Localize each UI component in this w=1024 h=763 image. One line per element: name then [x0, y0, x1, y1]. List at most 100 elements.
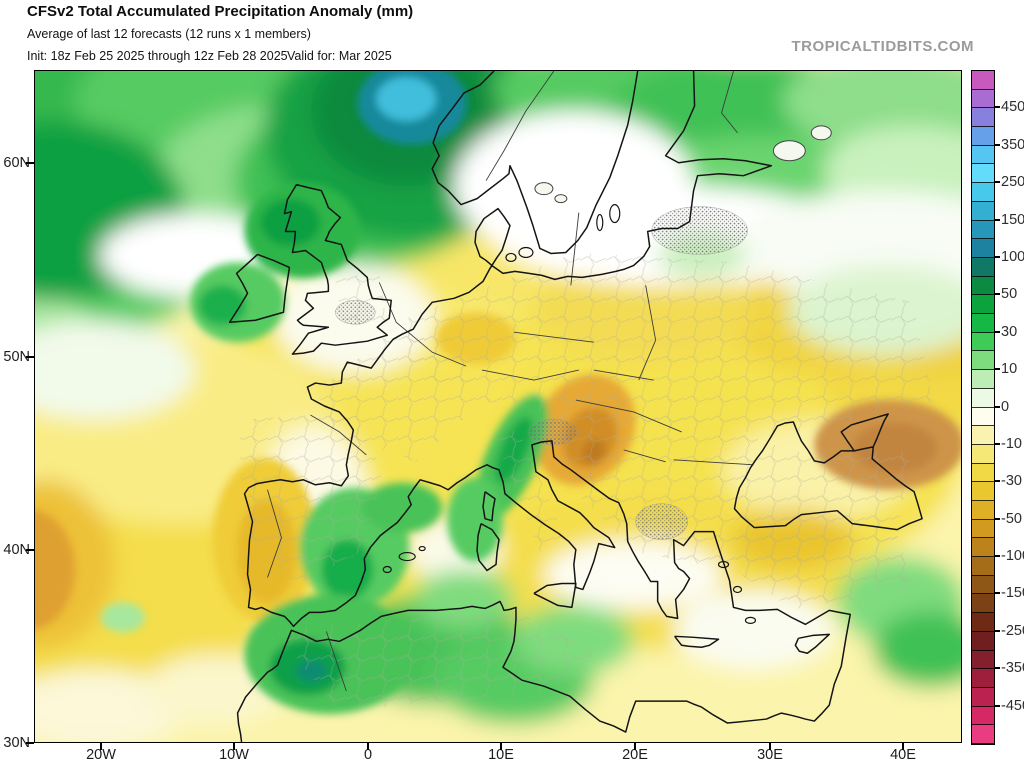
colorbar-cell — [972, 221, 994, 239]
colorbar-cell — [972, 651, 994, 669]
lake-outline — [534, 182, 554, 196]
border-path — [570, 212, 580, 286]
latitude-label: 40N — [3, 542, 30, 558]
border-path — [593, 369, 654, 381]
lake-outline — [810, 125, 832, 141]
colorbar-tick — [994, 181, 1000, 184]
border-path — [325, 631, 347, 692]
colorbar-cell — [972, 277, 994, 295]
anomaly-blob — [198, 285, 247, 326]
stipple-patch — [528, 418, 578, 446]
colorbar-cell — [972, 426, 994, 445]
lake-outline — [554, 194, 568, 204]
latitude-label: 60N — [3, 155, 30, 171]
colorbar-tick — [994, 592, 1000, 595]
colorbar-cell — [972, 707, 994, 725]
colorbar-cell — [972, 520, 994, 538]
admin-texture-patch — [276, 611, 596, 712]
border-path — [378, 282, 467, 367]
island-outline — [382, 565, 392, 574]
longitude-tick — [500, 743, 502, 750]
colorbar-cell — [972, 127, 994, 146]
colorbar-value-label: 10 — [1001, 361, 1018, 378]
colorbar-tick — [994, 106, 1000, 109]
anomaly-blob — [362, 482, 443, 533]
lakes — [534, 125, 832, 204]
anomaly-blob — [35, 510, 75, 629]
stipple-patch — [635, 503, 688, 540]
border-path — [485, 71, 555, 181]
admin-texture-patch — [733, 519, 914, 610]
colorbar-tick — [994, 555, 1000, 558]
colorbar-cell — [972, 314, 994, 333]
latitude-tick — [26, 356, 34, 358]
colorbar-value-label: 350 — [1001, 136, 1024, 153]
colorbar-cell — [972, 725, 994, 744]
border-path — [721, 71, 738, 134]
colorbar-value-label: -10 — [1001, 435, 1022, 452]
longitude-label: 10W — [219, 747, 249, 763]
coastline-path — [431, 71, 639, 255]
colorbar-cell — [972, 538, 994, 557]
page-title: CFSv2 Total Accumulated Precipitation An… — [27, 3, 414, 20]
border-path — [575, 399, 682, 433]
coastlines — [228, 71, 923, 742]
colorbar-cell — [972, 164, 994, 183]
colorbar-cell — [972, 389, 994, 408]
colorbar-value-label: -100 — [1001, 548, 1024, 565]
colorbar-cell — [972, 202, 994, 221]
border-path — [638, 285, 657, 381]
colorbar-tick — [994, 667, 1000, 670]
colorbar-value-label: -250 — [1001, 622, 1024, 639]
latitude-tick — [26, 549, 34, 551]
colorbar-tick — [994, 143, 1000, 146]
coastline-path — [733, 413, 923, 531]
colorbar-value-label: -50 — [1001, 510, 1022, 527]
anomaly-blob — [100, 602, 145, 633]
admin-texture-patch — [239, 411, 383, 585]
colorbar-tick — [994, 704, 1000, 707]
colorbar-value-label: 150 — [1001, 211, 1024, 228]
longitude-tick — [902, 743, 904, 750]
colorbar-value-label: 450 — [1001, 99, 1024, 116]
stippled-regions — [335, 206, 748, 540]
coastline-path — [228, 253, 291, 323]
longitude-label: 30E — [757, 747, 783, 763]
anomaly-blob — [873, 611, 961, 688]
colorbar-cell — [972, 408, 994, 426]
coastline-path — [674, 635, 720, 649]
coastline-path — [482, 491, 496, 522]
islands — [382, 204, 757, 624]
colorbar-value-label: 100 — [1001, 248, 1024, 265]
longitude-tick — [100, 743, 102, 750]
longitude-label: 40E — [890, 747, 916, 763]
longitude-tick — [233, 743, 235, 750]
longitude-tick — [634, 743, 636, 750]
colorbar-cell — [972, 239, 994, 258]
colorbar-value-label: 250 — [1001, 174, 1024, 191]
colorbar-value-label: -350 — [1001, 660, 1024, 677]
coastline-path — [476, 522, 500, 572]
latitude-label: 50N — [3, 349, 30, 365]
anomaly-blob — [447, 477, 503, 562]
island-outline — [518, 246, 534, 259]
latitude-tick — [26, 742, 34, 744]
colorbar-cell — [972, 183, 994, 202]
colorbar-value-label: -150 — [1001, 585, 1024, 602]
colorbar-cell — [972, 146, 994, 164]
island-outline — [596, 213, 604, 232]
colorbar-tick — [994, 629, 1000, 632]
island-outline — [418, 545, 426, 552]
colorbar-cell — [972, 258, 994, 277]
colorbar-cell — [972, 351, 994, 370]
island-outline — [505, 252, 517, 263]
colorbar-tick — [994, 405, 1000, 408]
colorbar-value-label: 50 — [1001, 286, 1018, 303]
longitude-label: 10E — [488, 747, 514, 763]
longitude-tick — [367, 743, 369, 750]
island-outline — [732, 585, 743, 594]
anomaly-blob — [35, 320, 195, 420]
anomaly-blob — [260, 198, 321, 247]
colorbar-cell — [972, 557, 994, 576]
